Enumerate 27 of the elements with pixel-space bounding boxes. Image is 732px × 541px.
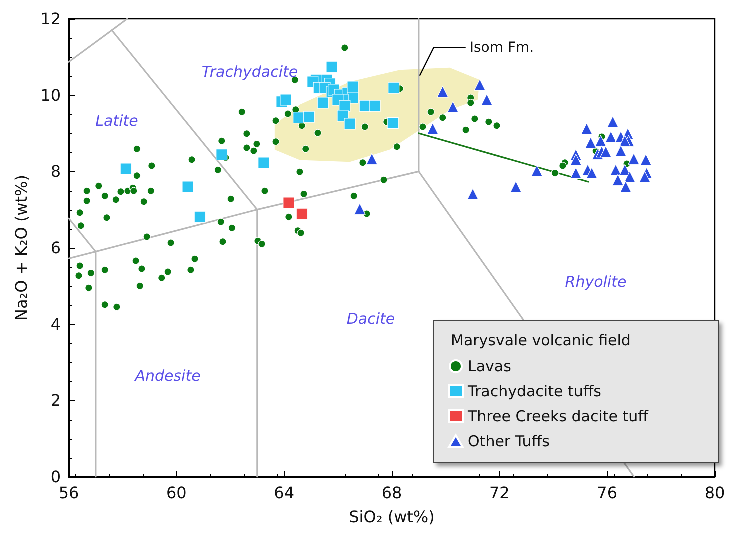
legend-label: Other Tuffs <box>468 432 550 450</box>
y-tick-label: 10 <box>40 86 61 105</box>
annotation: Latite <box>96 112 138 130</box>
annotation: Trachydacite <box>202 63 298 81</box>
annotation: Rhyolite <box>565 273 627 291</box>
x-tick-label: 64 <box>274 484 295 502</box>
y-axis-title: Na₂O + K₂O (wt%) <box>12 175 32 321</box>
y-tick-label: 2 <box>50 391 61 410</box>
y-tick-label: 12 <box>40 10 61 28</box>
y-tick-label: 0 <box>50 468 61 486</box>
x-tick-label: 80 <box>704 484 726 502</box>
x-tick-label: 68 <box>382 484 402 502</box>
legend-label: Lavas <box>468 358 512 376</box>
annotation: Dacite <box>346 310 396 328</box>
y-tick-label: 8 <box>50 162 61 182</box>
x-tick-label: 76 <box>597 484 618 502</box>
series-label: Isom Fm. <box>470 40 534 56</box>
legend-label: Three Creeks dacite tuff <box>467 408 650 426</box>
x-tick-label: 72 <box>489 484 510 502</box>
x-axis-title: SiO₂ (wt%) <box>349 508 435 526</box>
annotation: Andesite <box>134 367 201 385</box>
legend-title: Marysvale volcanic field <box>451 332 631 350</box>
legend-label: Trachydacite tuffs <box>467 382 602 400</box>
x-tick-label: 56 <box>58 484 80 502</box>
x-tick-label: 60 <box>166 484 187 502</box>
y-tick-label: 4 <box>50 314 61 334</box>
y-tick-label: 6 <box>50 238 61 258</box>
